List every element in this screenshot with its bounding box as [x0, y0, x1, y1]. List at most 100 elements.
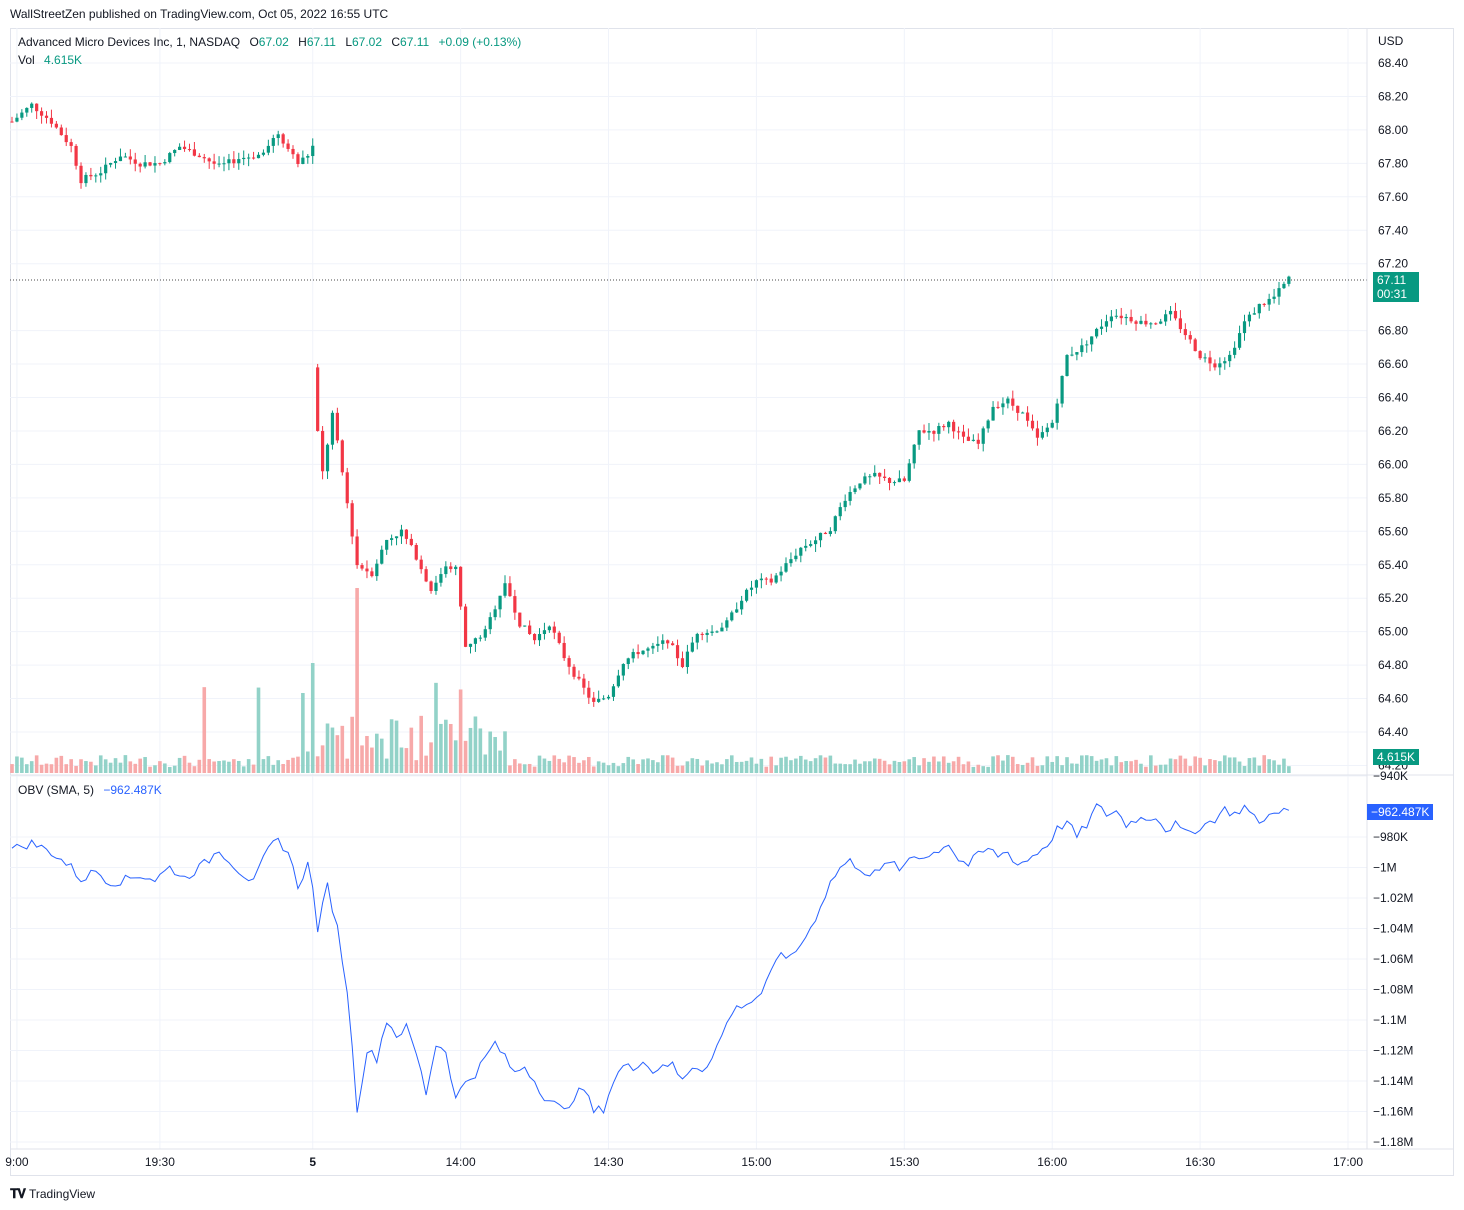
volume-bar — [241, 766, 246, 773]
candle-body — [380, 549, 384, 564]
volume-bar — [1114, 756, 1119, 773]
volume-bar — [379, 738, 384, 773]
candle-body — [64, 135, 68, 143]
candle-body — [306, 156, 310, 158]
volume-bar — [458, 689, 463, 773]
candle-body — [237, 159, 241, 164]
volume-bar — [315, 756, 320, 773]
candle-body — [454, 566, 458, 570]
volume-bar — [636, 764, 640, 773]
candle-body — [537, 634, 542, 641]
candle-body — [1173, 310, 1178, 319]
volume-bar — [232, 759, 236, 773]
volume-bar — [1020, 764, 1025, 773]
obv-tick-label: −1.06M — [1373, 952, 1413, 966]
price-tick-label: 64.40 — [1378, 725, 1408, 739]
time-tick-label: 16:30 — [1185, 1155, 1215, 1169]
volume-bar — [325, 723, 330, 773]
volume-bar — [1222, 755, 1227, 773]
obv-tick-label: −940K — [1373, 769, 1408, 783]
volume-bar — [1144, 766, 1148, 773]
candle-body — [242, 157, 246, 160]
volume-bar — [473, 716, 478, 773]
time-tick-label: 14:30 — [594, 1155, 624, 1169]
candle-body — [79, 165, 83, 184]
volume-bar — [818, 755, 823, 773]
candle-body — [917, 430, 921, 445]
volume-bar — [1262, 755, 1267, 773]
candle-body — [1055, 403, 1059, 423]
volume-bar — [858, 763, 862, 773]
volume-bar — [1025, 762, 1030, 773]
obv-tick-label: −1.12M — [1373, 1044, 1413, 1058]
candle-body — [927, 431, 931, 433]
price-tick-label: 65.60 — [1378, 524, 1408, 538]
volume-bar — [1227, 757, 1232, 773]
candle-body — [39, 111, 44, 116]
time-tick-label: 5 — [309, 1155, 316, 1169]
volume-label: Vol — [18, 53, 35, 67]
candle-body — [858, 483, 862, 489]
volume-bar — [296, 756, 300, 773]
time-tick-label: 16:00 — [1037, 1155, 1067, 1169]
candle-body — [1272, 296, 1276, 299]
price-tick-label: 68.40 — [1378, 56, 1408, 70]
volume-bar — [562, 762, 566, 773]
volume-bar — [946, 762, 951, 773]
candle-body — [109, 162, 113, 165]
volume-bar — [710, 763, 714, 773]
volume-bar — [917, 765, 921, 773]
volume-bar — [1109, 765, 1114, 773]
candlesticks — [10, 102, 1291, 707]
candle-body — [148, 162, 152, 166]
candle-body — [25, 107, 29, 113]
volume-bar — [577, 762, 581, 773]
volume-bar — [1050, 761, 1055, 773]
volume-bar — [1006, 755, 1010, 773]
candle-body — [1178, 318, 1183, 330]
candle-body — [523, 625, 527, 627]
candle-body — [20, 112, 24, 118]
volume-bar — [1030, 757, 1035, 773]
volume-bar — [1001, 760, 1005, 773]
candle-body — [330, 412, 335, 445]
volume-bar — [1237, 761, 1242, 773]
candle-body — [1159, 321, 1163, 324]
volume-bar — [941, 756, 946, 773]
volume-bar — [44, 763, 49, 773]
candle-body — [390, 538, 394, 540]
price-tick-label: 67.80 — [1378, 156, 1408, 170]
volume-bar — [167, 766, 172, 773]
price-tick-label: 66.20 — [1378, 424, 1408, 438]
candle-body — [754, 580, 759, 588]
candle-body — [89, 174, 93, 177]
volume-bar — [976, 764, 981, 773]
volume-bar — [64, 764, 69, 773]
volume-bar — [498, 750, 502, 773]
candle-body — [725, 620, 729, 628]
candle-body — [1218, 363, 1222, 368]
candle-body — [424, 569, 428, 582]
volume-bar — [922, 758, 926, 773]
tradingview-logo[interactable]: 𝐓𝐕 TradingView — [10, 1186, 95, 1202]
candle-body — [118, 156, 123, 162]
volume-bar — [94, 765, 98, 773]
volume-bar — [927, 761, 931, 773]
volume-bar — [1267, 759, 1271, 773]
volume-bar — [108, 762, 113, 773]
candle-body — [419, 559, 423, 570]
candle-body — [1164, 314, 1168, 322]
volume-bar — [1242, 765, 1247, 773]
volume-bar — [863, 761, 867, 773]
candle-body — [94, 175, 98, 177]
candle-body — [49, 117, 54, 124]
candle-body — [641, 650, 645, 655]
candle-body — [710, 631, 714, 633]
price-tick-label: 65.00 — [1378, 625, 1408, 639]
price-tick-label: 64.80 — [1378, 658, 1408, 672]
volume-bar — [439, 723, 443, 773]
obv-last-tag: −962.487K — [1367, 804, 1434, 820]
candle-body — [567, 658, 571, 667]
volume-bar — [715, 762, 719, 773]
